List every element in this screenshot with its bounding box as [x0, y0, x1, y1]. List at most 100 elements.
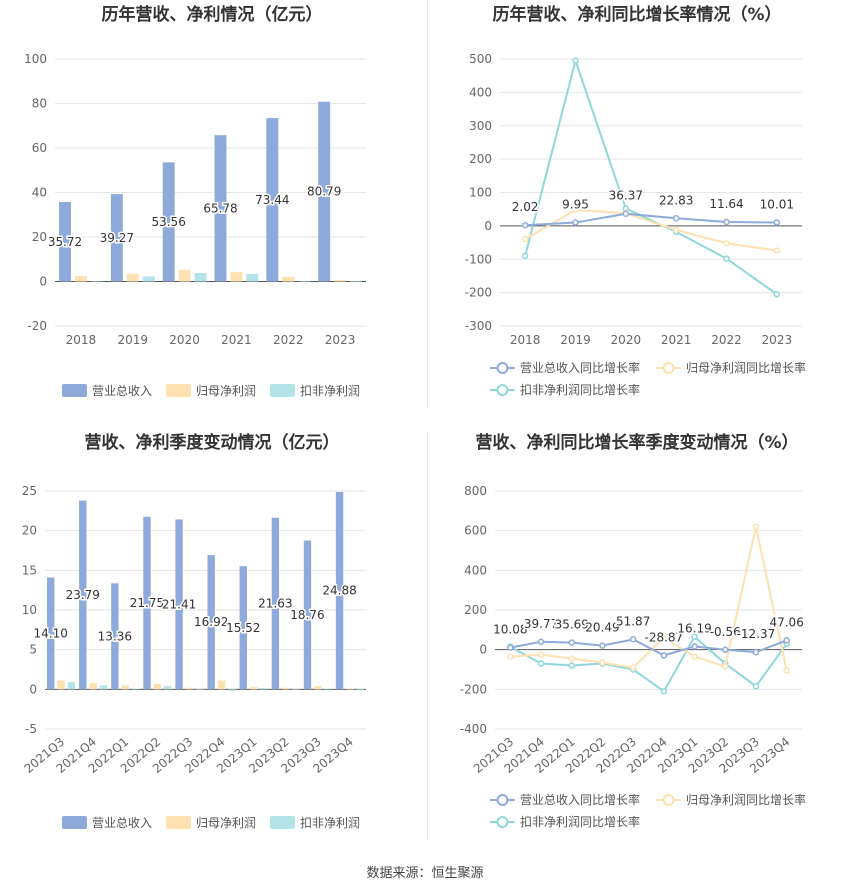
data-point — [599, 642, 606, 649]
x-tick-label: 2019 — [117, 333, 148, 347]
y-tick-label: 15 — [22, 563, 37, 577]
bar-2 — [57, 680, 65, 690]
legend-swatch — [270, 384, 295, 397]
series-line-3 — [524, 57, 778, 296]
annual-growth-rate-chart: 历年营收、净利同比增长率情况（%） 500 400 300 200 100 0 -100 -20… — [425, 0, 850, 430]
bar-3 — [298, 281, 311, 282]
data-point — [629, 636, 637, 643]
legend-marker — [496, 384, 509, 396]
quarterly-revenue-profit-svg: 营收、净利季度变动情况（亿元）2520151050-52021Q32021Q42… — [21, 432, 366, 830]
legend-swatch — [62, 816, 87, 829]
data-point — [783, 637, 790, 644]
data-point — [507, 653, 514, 660]
data-point — [568, 662, 575, 669]
y-tick-label: -20 — [27, 319, 47, 333]
legend-label: 营业总收入同比增长率 — [520, 360, 640, 375]
bar-2 — [282, 276, 295, 282]
x-tick-label: 2021 — [661, 333, 692, 347]
quarterly-revenue-profit-chart: 营收、净利季度变动情况（亿元） 25 20 15 10 5 0 -5 2021Q3 2021Q4 2… — [0, 430, 425, 860]
data-label: -12.37 — [737, 627, 776, 641]
x-tick-label: 2020 — [611, 333, 642, 347]
data-point — [629, 664, 637, 671]
data-label: 9.95 — [562, 198, 589, 212]
bar-1 — [214, 135, 227, 282]
y-tick-label: 0 — [484, 219, 492, 233]
quarterly-growth-rate-chart: 营收、净利同比增长率季度变动情况（%） 800 600 400 200 0 -200 -400… — [425, 430, 850, 860]
bar-2 — [153, 683, 162, 690]
bar-3 — [260, 688, 268, 690]
y-tick-label: 0 — [29, 682, 37, 696]
data-point — [660, 634, 668, 642]
y-tick-label: 60 — [32, 141, 47, 155]
bar-1 — [303, 540, 312, 690]
bar-1 — [335, 491, 344, 690]
bar-2 — [282, 687, 290, 690]
bar-2 — [314, 686, 322, 690]
bar-1 — [46, 577, 55, 690]
bar-2 — [74, 276, 87, 282]
chart-title: 营收、净利季度变动情况（亿元） — [85, 432, 340, 453]
data-label: 21.75 — [130, 596, 164, 610]
legend-swatch — [270, 816, 295, 829]
legend-marker — [496, 362, 509, 374]
bar-2 — [185, 687, 194, 690]
chart-title: 历年营收、净利同比增长率情况（%） — [492, 4, 781, 25]
data-point — [723, 218, 730, 226]
y-tick-label: -300 — [465, 319, 492, 333]
data-label: 35.72 — [48, 235, 82, 249]
legend-label: 营业总收入 — [92, 816, 152, 830]
data-point — [752, 648, 760, 656]
bar-1 — [59, 202, 71, 282]
data-point — [672, 226, 680, 234]
y-tick-label: 0 — [479, 643, 487, 657]
y-tick-label: 80 — [32, 97, 47, 111]
series-line-2 — [524, 208, 777, 252]
legend-label: 归母净利润同比增长率 — [686, 792, 806, 807]
bar-3 — [194, 273, 207, 282]
data-point — [521, 252, 529, 260]
bar-2 — [230, 272, 243, 282]
bar-3 — [324, 688, 332, 690]
annual-revenue-profit-svg: 历年营收、净利情况（亿元） 100 80 60 40 20 0 -20 2018 2019 2020… — [24, 4, 366, 398]
bar-2 — [89, 682, 97, 690]
legend-label: 扣非净利润同比增长率 — [520, 814, 640, 829]
data-label: 21.41 — [162, 597, 196, 611]
legend-label: 营业总收入同比增长率 — [520, 792, 640, 807]
legend-swatch — [62, 384, 87, 397]
data-point — [537, 660, 545, 667]
y-tick-label: 400 — [469, 85, 492, 99]
y-tick-label: 25 — [22, 484, 37, 498]
data-label: 2.02 — [512, 200, 539, 214]
data-point — [521, 221, 529, 229]
bar-3 — [164, 686, 172, 690]
bar-3 — [350, 281, 362, 282]
y-tick-label: -400 — [460, 722, 487, 736]
series-line-1 — [525, 212, 777, 227]
data-point — [752, 683, 760, 690]
y-tick-label: 300 — [469, 119, 492, 133]
bar-1 — [162, 162, 175, 282]
data-point — [568, 639, 575, 646]
data-point — [723, 239, 730, 247]
y-tick-label: -100 — [465, 252, 492, 266]
y-tick-label: 20 — [32, 230, 47, 244]
bar-3 — [292, 688, 300, 690]
bar-2 — [178, 269, 191, 282]
panel-divider — [427, 0, 428, 408]
legend-label: 扣非净利润同比增长率 — [520, 382, 640, 397]
bar-1 — [239, 566, 247, 690]
data-point — [722, 646, 729, 654]
x-tick-label: 2021 — [221, 333, 252, 347]
data-label: 39.27 — [100, 231, 134, 245]
y-tick-label: 0 — [39, 275, 47, 289]
legend-label: 扣非净利润 — [300, 384, 360, 398]
bar-1 — [110, 194, 123, 282]
x-tick-label: 2023 — [762, 333, 793, 347]
bar-3 — [99, 685, 108, 690]
data-label: -28.87 — [645, 630, 684, 644]
bar-2 — [334, 280, 347, 282]
data-label: 51.87 — [616, 614, 650, 628]
data-point — [572, 206, 579, 214]
legend-label: 扣非净利润 — [300, 816, 360, 830]
bar-1 — [207, 555, 215, 690]
